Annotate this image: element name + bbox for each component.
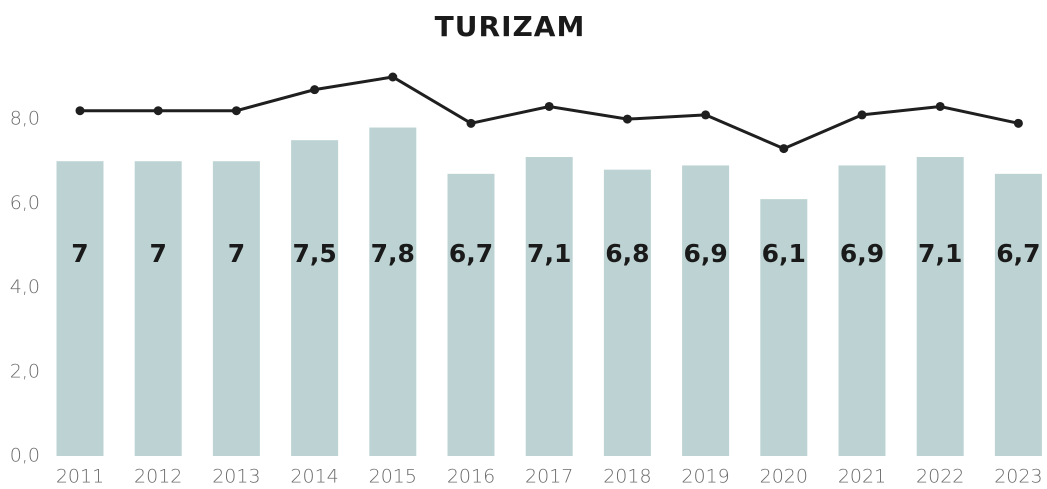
line [80,75,1019,151]
x-tick-label: 2019 [681,466,729,488]
value-label: 6,9 [840,239,884,268]
x-tick-label: 2016 [447,466,495,488]
y-tick-label: 2,0 [10,360,40,382]
bar [369,127,417,457]
line-point [857,110,867,120]
bar [682,165,730,456]
line-point [153,106,163,116]
bar [760,199,808,456]
value-label: 7 [71,239,88,268]
bar [603,169,651,456]
line-point [701,110,711,120]
value-label: 7 [228,239,245,268]
bar [994,173,1042,456]
value-label: 6,8 [605,239,649,268]
chart-title: TURIZAM [435,10,586,43]
y-tick-label: 8,0 [10,108,40,130]
line-point [622,114,632,124]
line-point [310,85,320,95]
line-point [75,106,85,116]
x-tick-label: 2023 [994,466,1042,488]
bar [916,157,964,456]
x-tick-label: 2015 [369,466,417,488]
value-label: 7,1 [527,239,571,268]
y-tick-label: 0,0 [10,445,40,467]
value-label: 7 [149,239,166,268]
value-label: 6,9 [683,239,727,268]
line-point [779,144,789,154]
line-point [231,106,241,116]
bar [525,157,573,456]
y-tick-label: 6,0 [10,192,40,214]
bar [56,161,104,456]
line-point [388,72,398,82]
value-label: 6,7 [449,239,493,268]
x-tick-label: 2012 [134,466,182,488]
x-tick-label: 2017 [525,466,573,488]
value-label: 7,5 [292,239,336,268]
x-tick-label: 2020 [760,466,808,488]
line-point [466,118,476,128]
x-tick-label: 2011 [56,466,104,488]
bar [291,140,339,456]
bar [838,165,886,456]
value-label: 7,1 [918,239,962,268]
bar [134,161,182,456]
y-tick-label: 4,0 [10,276,40,298]
bar [212,161,260,456]
x-tick-label: 2018 [603,466,651,488]
x-tick-label: 2013 [212,466,260,488]
value-label: 6,7 [996,239,1040,268]
x-tick-label: 2021 [838,466,886,488]
bar [447,173,495,456]
x-tick-label: 2022 [916,466,964,488]
line-point [935,101,945,111]
value-label: 7,8 [371,239,415,268]
line-point [544,101,554,111]
value-label: 6,1 [762,239,806,268]
x-tick-label: 2014 [290,466,338,488]
line-point [1013,118,1023,128]
